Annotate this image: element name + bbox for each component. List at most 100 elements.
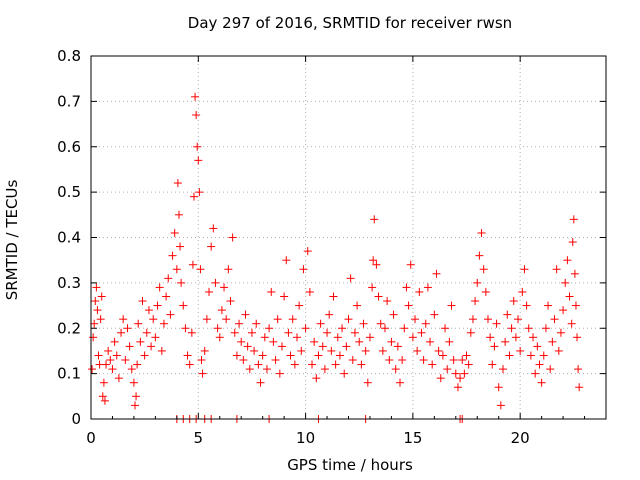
data-point (408, 333, 417, 342)
data-point (284, 328, 293, 337)
grid (91, 56, 606, 419)
data-point (293, 333, 301, 342)
data-point (222, 315, 231, 324)
data-point (239, 356, 248, 365)
data-point (451, 369, 460, 378)
data-point (177, 278, 186, 287)
data-point (548, 337, 557, 346)
data-point (501, 337, 510, 346)
data-point (282, 256, 291, 265)
data-point (205, 287, 214, 296)
data-point (445, 337, 454, 346)
data-point (230, 328, 239, 337)
data-point (554, 346, 563, 355)
data-point (280, 292, 289, 301)
data-point (93, 306, 102, 315)
data-point (106, 356, 115, 365)
data-point (213, 324, 222, 333)
x-tick-label: 5 (194, 429, 204, 447)
data-point (90, 319, 99, 328)
data-point (464, 360, 473, 369)
x-axis-label: GPS time / hours (287, 456, 413, 474)
data-point (522, 301, 531, 310)
data-point (413, 346, 422, 355)
data-point (117, 328, 126, 337)
data-point (241, 310, 250, 319)
data-point (320, 365, 329, 374)
data-point (123, 324, 132, 333)
plot-frame (90, 55, 607, 420)
data-point (202, 315, 211, 324)
data-point (428, 360, 437, 369)
data-point (443, 365, 452, 374)
data-point (290, 360, 299, 369)
data-point (453, 383, 462, 392)
data-point (173, 179, 182, 188)
data-point (361, 346, 370, 355)
data-point (110, 337, 119, 346)
data-point (518, 287, 527, 296)
data-point (157, 346, 166, 355)
data-point (391, 365, 400, 374)
data-point (449, 356, 458, 365)
data-point (250, 346, 259, 355)
data-point (265, 324, 274, 333)
data-point (187, 328, 196, 337)
data-point (546, 365, 555, 374)
y-tick-label: 0.5 (57, 183, 81, 201)
data-point (432, 269, 441, 278)
data-point (359, 319, 368, 328)
x-tick-label: 15 (403, 429, 422, 447)
axis-ticks: 0 0.1 0.2 0.3 0.4 0.5 0.6 0.7 0.8 0 5 10 15 20 (57, 47, 606, 447)
y-tick-label: 0.7 (57, 92, 81, 110)
data-point (374, 292, 383, 301)
data-point (147, 342, 156, 351)
data-point (462, 351, 471, 360)
y-axis-label-wrap: SRMTID / TECUs (2, 130, 22, 350)
data-point (305, 287, 314, 296)
data-point (529, 333, 538, 342)
data-point (357, 360, 366, 369)
data-point (338, 324, 347, 333)
data-point (267, 287, 276, 296)
data-point (271, 356, 280, 365)
data-point (447, 301, 456, 310)
data-point (303, 247, 312, 256)
data-point (387, 337, 396, 346)
data-point (228, 233, 237, 242)
data-point (481, 287, 490, 296)
data-point (104, 346, 113, 355)
data-point (100, 396, 109, 405)
data-point (97, 292, 106, 301)
data-point (385, 356, 394, 365)
data-point (419, 356, 428, 365)
data-point (129, 378, 138, 387)
data-point (262, 365, 271, 374)
data-point (132, 392, 141, 401)
data-point (256, 378, 265, 387)
data-point (468, 315, 477, 324)
data-point (166, 310, 175, 319)
data-point (164, 274, 173, 283)
data-point (195, 188, 204, 197)
data-point (438, 351, 447, 360)
data-point (486, 333, 495, 342)
data-point (112, 351, 121, 360)
data-point (565, 292, 574, 301)
data-point (217, 306, 226, 315)
data-point (509, 297, 518, 306)
data-point (301, 324, 310, 333)
data-point (570, 269, 579, 278)
data-point (108, 365, 117, 374)
data-point (365, 333, 374, 342)
data-point (535, 360, 544, 369)
data-point (102, 360, 111, 369)
data-point (363, 378, 372, 387)
data-point (494, 383, 503, 392)
data-point (224, 265, 233, 274)
data-point (503, 310, 512, 319)
y-tick-label: 0 (71, 410, 81, 428)
data-point (88, 365, 97, 374)
data-point (91, 297, 100, 306)
